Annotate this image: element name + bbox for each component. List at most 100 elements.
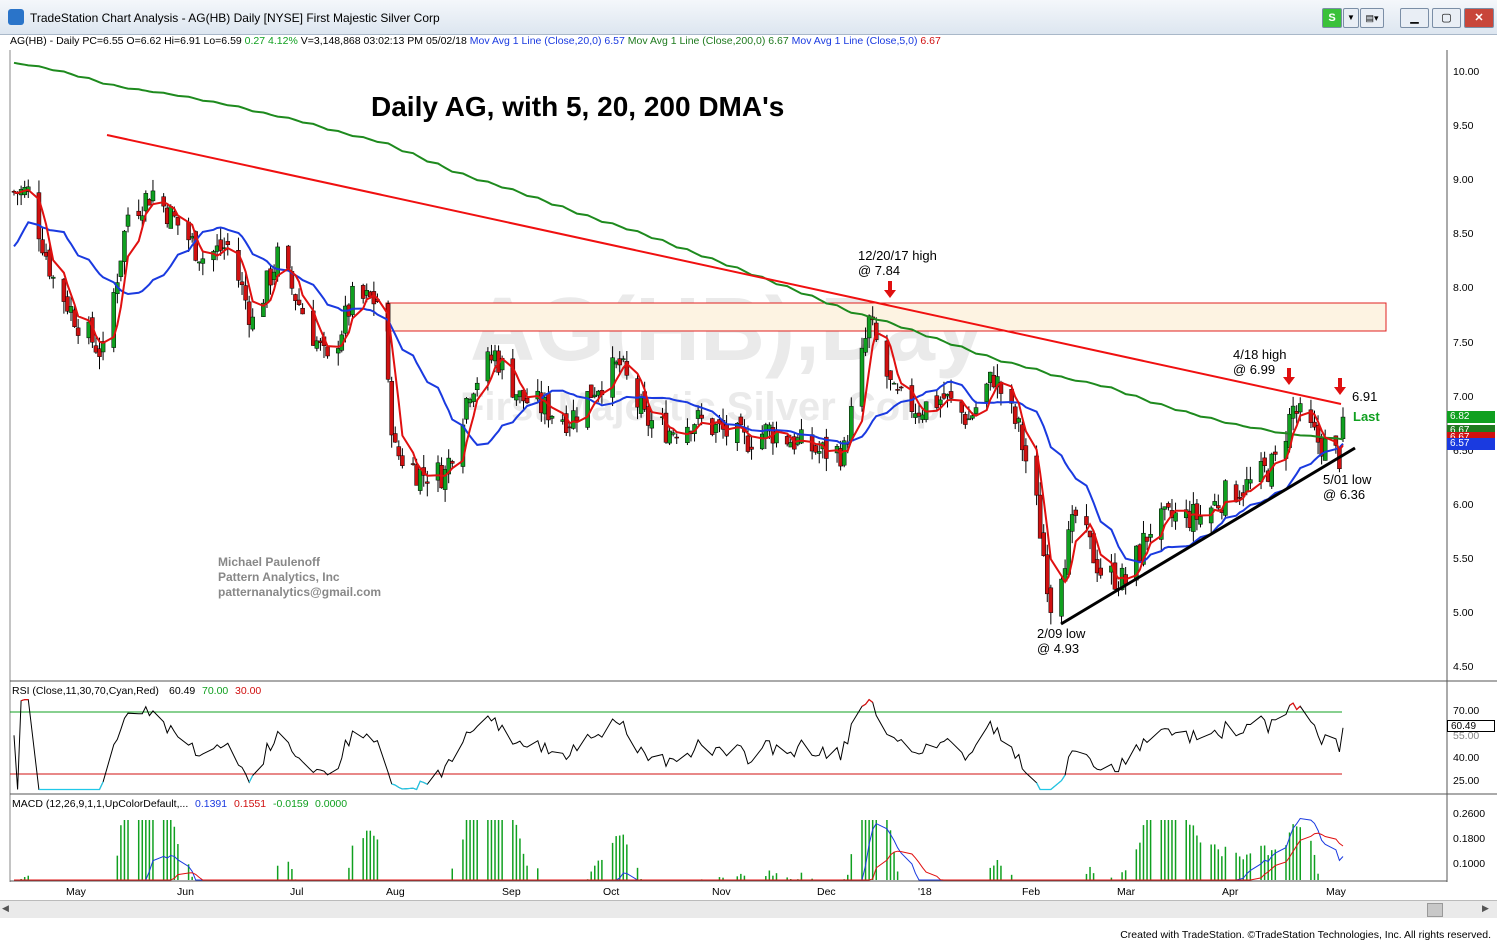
candle-body: [670, 432, 676, 435]
candle-body: [713, 424, 719, 433]
candle-body: [1340, 416, 1346, 439]
macd-line[interactable]: [14, 817, 1344, 881]
candle-body: [564, 413, 569, 433]
candle-body: [1198, 516, 1203, 525]
annotation-high1-line2: @ 7.84: [858, 263, 900, 278]
candle-body: [143, 193, 149, 212]
month-may17: May: [66, 886, 86, 898]
candle-body: [1112, 562, 1118, 590]
candle-body: [546, 393, 551, 421]
candle-body: [90, 317, 95, 343]
candle-body: [339, 334, 345, 351]
window-menu-button[interactable]: ▤▾: [1360, 8, 1384, 28]
candle-body: [692, 424, 697, 434]
ma200-line[interactable]: [13, 61, 1344, 441]
candle-body: [970, 415, 975, 419]
candle-body: [1208, 507, 1214, 524]
price-axis-label: 8.50: [1453, 228, 1474, 241]
candle-body: [243, 285, 248, 301]
candle-body: [1273, 451, 1278, 455]
candle-body: [164, 207, 170, 225]
legend-ma20-value: 6.57: [604, 35, 625, 47]
candle-body: [710, 418, 715, 435]
candle-body: [293, 294, 298, 301]
legend-ma200-label: Mov Avg 1 Line (Close,200,0): [627, 35, 766, 47]
month-dec: Dec: [817, 886, 836, 898]
candle-body: [1037, 494, 1043, 539]
candle-body: [346, 304, 352, 317]
candle-body: [660, 416, 665, 419]
candle-body: [140, 215, 145, 221]
candle-body: [425, 481, 430, 484]
candle-body: [396, 446, 402, 457]
annotation-high2-line2: @ 6.99: [1233, 362, 1275, 377]
candle-body: [150, 190, 156, 202]
candle-body: [400, 455, 405, 466]
scroll-right-arrow[interactable]: ▶: [1482, 903, 1489, 913]
resistance-trendline[interactable]: [106, 134, 1342, 405]
maximize-button[interactable]: ▢: [1432, 8, 1461, 28]
month-oct: Oct: [603, 886, 620, 898]
scroll-left-arrow[interactable]: ◀: [2, 903, 9, 913]
candle-body: [1322, 438, 1328, 461]
minimize-button[interactable]: ▁: [1400, 8, 1429, 28]
candle-body: [1233, 484, 1239, 503]
close-button[interactable]: ✕: [1464, 8, 1494, 28]
resistance-zone[interactable]: [385, 302, 1387, 332]
candle-body: [335, 348, 341, 354]
candle-body: [542, 397, 548, 415]
candle-body: [1059, 578, 1064, 617]
month-jun: Jun: [177, 886, 194, 898]
horizontal-scrollbar[interactable]: ◀ ▶: [0, 900, 1497, 918]
candle-body: [738, 416, 744, 426]
rsi-value-box: 60.49: [1447, 720, 1495, 732]
candle-body: [642, 391, 647, 410]
ma5-line[interactable]: [13, 188, 1344, 584]
scroll-thumb[interactable]: [1427, 903, 1443, 917]
macd-signal-line[interactable]: [14, 832, 1344, 881]
symbol-link-dropdown-button[interactable]: ▼: [1343, 8, 1359, 28]
support-trendline[interactable]: [1060, 446, 1356, 626]
candle-body: [774, 431, 779, 444]
candle-body: [492, 350, 498, 362]
candle-body: [688, 431, 694, 435]
annotation-last-label: Last: [1353, 409, 1380, 424]
candle-body: [189, 236, 195, 239]
price-box-last: 6.82: [1447, 411, 1495, 423]
candle-body: [521, 389, 526, 402]
candle-body: [261, 302, 266, 317]
watermark-symbol: AG(HB),Day: [470, 280, 985, 380]
candle-body: [1187, 510, 1193, 528]
rsi-line[interactable]: [13, 698, 1344, 791]
legend-change: 0.27: [244, 35, 266, 47]
candle-body: [1262, 457, 1267, 466]
candle-body: [820, 442, 826, 450]
candle-body: [699, 414, 704, 419]
price-axis-label: 4.50: [1453, 661, 1474, 674]
ma20-line[interactable]: [13, 221, 1344, 564]
candle-body: [913, 413, 918, 418]
legend-low: Lo=6.59: [203, 35, 242, 47]
candle-body: [539, 392, 544, 414]
candle-body: [799, 429, 804, 444]
chart-legend: AG(HB) - Daily PC=6.55 O=6.62 Hi=6.91 Lo…: [10, 35, 941, 47]
candle-body: [221, 247, 227, 249]
candle-body: [72, 309, 77, 327]
annotation-low2-line2: @ 6.36: [1323, 487, 1365, 502]
candle-body: [1269, 453, 1274, 487]
candle-body: [439, 465, 444, 489]
candle-body: [923, 401, 929, 420]
candle-body: [1023, 445, 1029, 462]
candle-body: [1248, 479, 1253, 484]
candle-body: [161, 196, 166, 207]
macd-zero-value: 0.0000: [315, 798, 347, 810]
candle-body: [296, 299, 302, 305]
candle-body: [97, 348, 102, 357]
candle-body: [1191, 504, 1196, 532]
candle-body: [1315, 425, 1321, 443]
candle-body: [496, 350, 501, 373]
candle-body: [474, 382, 480, 391]
symbol-link-button[interactable]: S: [1322, 8, 1342, 28]
candle-body: [1137, 544, 1143, 562]
